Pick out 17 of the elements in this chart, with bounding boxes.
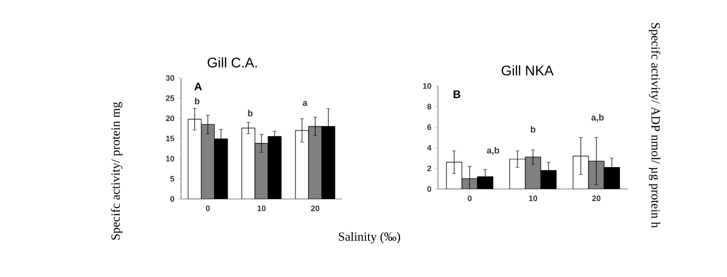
bar: [254, 143, 268, 199]
bar: [524, 156, 542, 189]
chart-title: Gill C.A.: [208, 57, 257, 68]
annotation: a,b: [591, 114, 604, 122]
annotation: B: [454, 90, 460, 98]
bar: [308, 126, 322, 199]
annotation: b: [248, 110, 253, 116]
chart-title: Gill NKA: [502, 65, 554, 76]
bar: [200, 124, 215, 199]
annotation: A: [194, 82, 202, 90]
annotation: a: [302, 100, 308, 106]
y-axis-title: Specifc activity/ protein mg: [110, 102, 122, 240]
y-axis-title: Specifc activity/ ADP nmol/ µg protein h: [648, 23, 660, 228]
annotation: b: [530, 126, 536, 133]
annotation: a,b: [486, 146, 500, 155]
annotation: b: [194, 98, 200, 104]
x-axis-title: Salinity (‰): [338, 232, 400, 244]
